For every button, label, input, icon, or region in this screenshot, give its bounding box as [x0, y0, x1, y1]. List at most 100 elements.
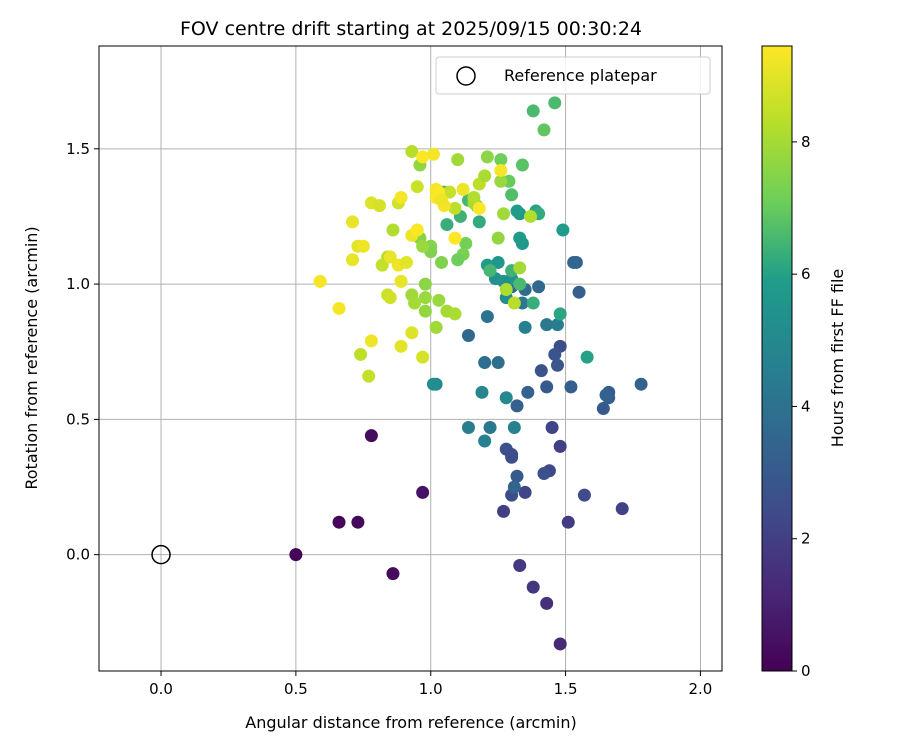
data-point	[394, 191, 408, 205]
data-point	[354, 347, 368, 361]
data-point	[386, 567, 400, 581]
data-point	[461, 420, 475, 434]
data-point	[526, 580, 540, 594]
colorbar-tick-label: 8	[801, 133, 811, 151]
data-point	[561, 515, 575, 529]
data-point	[416, 239, 430, 253]
data-point	[383, 250, 397, 264]
data-point	[448, 201, 462, 215]
data-point	[480, 310, 494, 324]
data-point	[416, 350, 430, 364]
data-point	[507, 420, 521, 434]
colorbar-ticks: 0 2 4 6 8	[792, 133, 811, 680]
data-point	[416, 485, 430, 499]
data-point	[510, 399, 524, 413]
data-point	[426, 147, 440, 161]
data-point	[524, 209, 538, 223]
legend-label: Reference platepar	[504, 66, 657, 85]
data-point	[553, 439, 567, 453]
data-point	[399, 255, 413, 269]
x-tick-label: 1.0	[419, 680, 443, 698]
data-point	[580, 350, 594, 364]
data-point	[567, 255, 581, 269]
data-point	[553, 307, 567, 321]
data-point	[480, 150, 494, 164]
data-point	[429, 320, 443, 334]
data-point	[505, 450, 519, 464]
reference-point	[151, 544, 171, 565]
data-point	[499, 283, 513, 297]
data-point	[521, 385, 535, 399]
data-point	[507, 296, 521, 310]
data-point	[513, 558, 527, 572]
data-point	[545, 420, 559, 434]
y-tick-label: 1.5	[66, 140, 90, 158]
data-point	[410, 223, 424, 237]
y-axis-label: Rotation from reference (arcmin)	[22, 226, 41, 489]
data-point	[540, 596, 554, 610]
data-point	[478, 434, 492, 448]
colorbar-tick-label: 4	[801, 397, 811, 415]
data-point	[386, 223, 400, 237]
data-point	[332, 301, 346, 315]
data-point	[459, 237, 473, 251]
data-point	[375, 258, 389, 272]
data-point	[534, 364, 548, 378]
data-point	[346, 253, 360, 267]
data-point	[548, 96, 562, 110]
data-point	[405, 326, 419, 340]
data-point	[497, 504, 511, 518]
data-point	[448, 231, 462, 245]
data-point	[364, 334, 378, 348]
legend-marker	[456, 66, 476, 86]
data-point	[494, 153, 508, 167]
colorbar-label: Hours from first FF file	[828, 269, 847, 448]
x-tick-label: 0.5	[284, 680, 308, 698]
data-point	[405, 145, 419, 159]
colorbar-tick-label: 6	[801, 265, 811, 283]
data-point	[435, 255, 449, 269]
data-point	[491, 356, 505, 370]
data-point	[426, 377, 440, 391]
data-point	[440, 218, 454, 232]
data-point	[472, 201, 486, 215]
data-point	[410, 180, 424, 194]
data-point	[372, 199, 386, 213]
data-point	[515, 158, 529, 172]
data-point	[478, 356, 492, 370]
data-point	[526, 296, 540, 310]
data-point	[513, 261, 527, 275]
data-point	[451, 253, 465, 267]
data-point	[451, 153, 465, 167]
data-point	[556, 223, 570, 237]
data-point	[472, 215, 486, 229]
data-point	[394, 274, 408, 288]
data-point	[499, 391, 513, 405]
data-point	[634, 377, 648, 391]
data-point	[513, 277, 527, 291]
y-tick-label: 0.0	[66, 546, 90, 564]
data-point	[510, 204, 524, 218]
data-point	[475, 385, 489, 399]
data-point	[615, 502, 629, 516]
data-point	[532, 280, 546, 294]
data-point	[383, 291, 397, 305]
data-point	[394, 339, 408, 353]
x-tick-label: 0.0	[149, 680, 173, 698]
x-tick-label: 2.0	[688, 680, 712, 698]
data-point	[537, 123, 551, 137]
data-point	[518, 320, 532, 334]
data-point	[577, 488, 591, 502]
data-point	[596, 402, 610, 416]
data-point	[478, 169, 492, 183]
data-point	[497, 207, 511, 221]
data-point	[467, 191, 481, 205]
data-point	[513, 231, 527, 245]
data-point	[461, 329, 475, 343]
data-point	[550, 318, 564, 332]
x-axis-label: Angular distance from reference (arcmin)	[245, 713, 576, 732]
data-point	[443, 185, 457, 199]
data-point	[346, 215, 360, 229]
colorbar-tick-label: 2	[801, 530, 811, 548]
data-point	[550, 358, 564, 372]
